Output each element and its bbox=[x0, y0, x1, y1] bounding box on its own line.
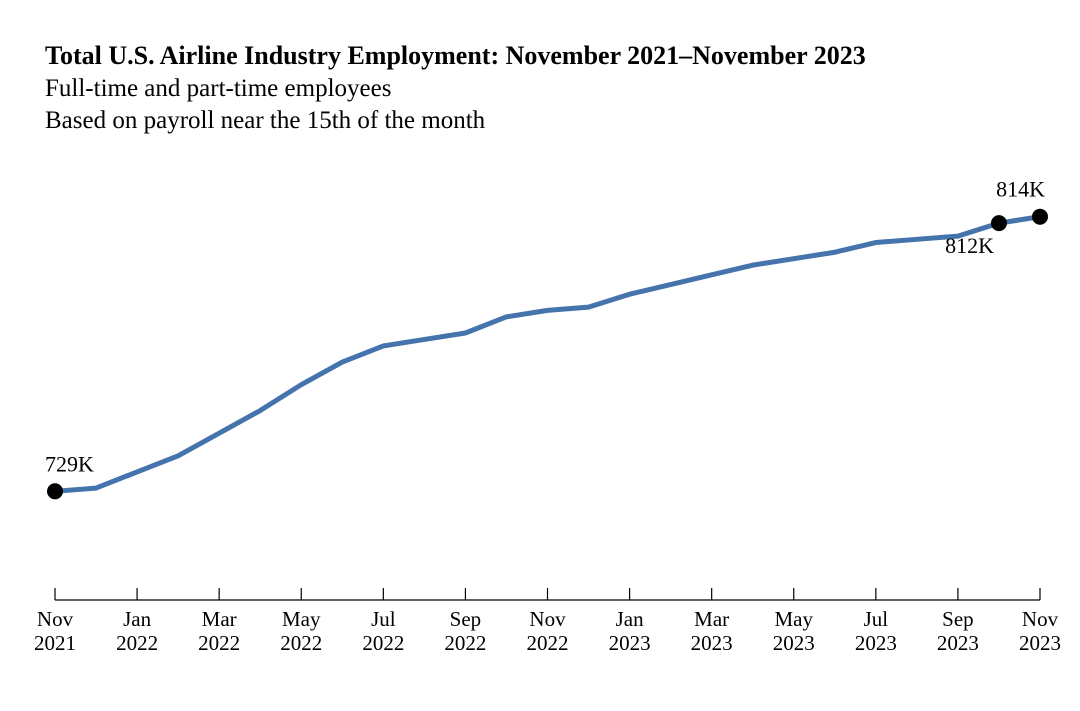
data-point-label: 814K bbox=[996, 177, 1045, 202]
data-point-label: 812K bbox=[945, 233, 994, 258]
x-tick-label: Jul2023 bbox=[855, 607, 897, 655]
line-chart-svg: Nov2021Jan2022Mar2022May2022Jul2022Sep20… bbox=[45, 145, 1050, 685]
x-tick-label: Jan2023 bbox=[609, 607, 651, 655]
data-point-label: 729K bbox=[45, 451, 94, 476]
x-tick-label: Sep2023 bbox=[937, 607, 979, 655]
data-point-marker bbox=[991, 215, 1007, 231]
data-point-marker bbox=[47, 483, 63, 499]
x-tick-label: Mar2022 bbox=[198, 607, 240, 655]
x-tick-label: May2023 bbox=[773, 607, 815, 655]
x-tick-label: Mar2023 bbox=[691, 607, 733, 655]
x-tick-label: Nov2021 bbox=[34, 607, 76, 655]
chart-subtitle-1: Full-time and part-time employees bbox=[45, 73, 1050, 105]
x-tick-label: Nov2022 bbox=[527, 607, 569, 655]
page-root: Total U.S. Airline Industry Employment: … bbox=[0, 0, 1080, 711]
x-tick-label: Sep2022 bbox=[444, 607, 486, 655]
data-line bbox=[55, 217, 1040, 492]
x-tick-label: Jan2022 bbox=[116, 607, 158, 655]
chart-area: Nov2021Jan2022Mar2022May2022Jul2022Sep20… bbox=[45, 145, 1050, 685]
x-tick-label: May2022 bbox=[280, 607, 322, 655]
data-point-marker bbox=[1032, 209, 1048, 225]
x-tick-label: Jul2022 bbox=[362, 607, 404, 655]
chart-title: Total U.S. Airline Industry Employment: … bbox=[45, 40, 1050, 73]
chart-subtitle-2: Based on payroll near the 15th of the mo… bbox=[45, 105, 1050, 137]
x-tick-label: Nov2023 bbox=[1019, 607, 1061, 655]
